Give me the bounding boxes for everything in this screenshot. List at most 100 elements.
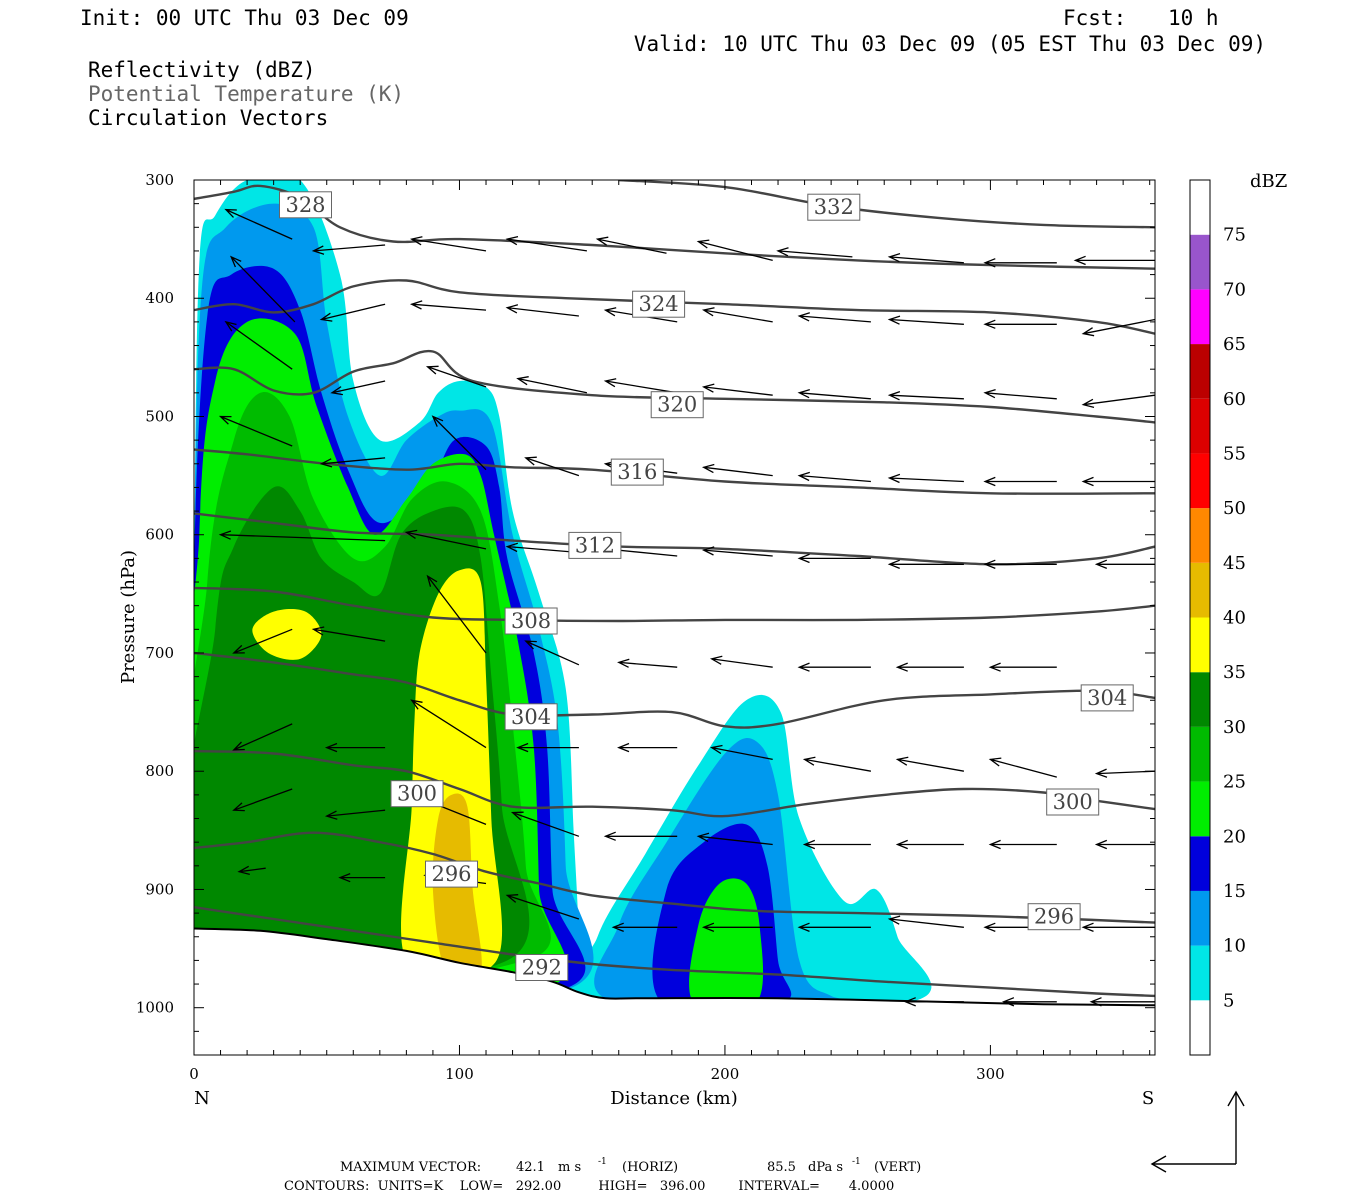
contour-label-320: 320 xyxy=(657,393,697,417)
theta-contour-304 xyxy=(194,651,1155,729)
x-axis-label: Distance (km) xyxy=(610,1088,737,1109)
circulation-vector xyxy=(887,252,964,264)
y-tick-label-800: 800 xyxy=(145,762,174,780)
max-vector-vert-exponent: -1 xyxy=(852,1157,861,1167)
y-tick-label-600: 600 xyxy=(145,526,174,544)
south-end-label: S xyxy=(1142,1088,1154,1109)
legend-potential-temperature: Potential Temperature (K) xyxy=(88,82,404,106)
circulation-vector xyxy=(887,473,964,484)
circulation-vector xyxy=(1081,394,1155,409)
colorbar-label-20: 20 xyxy=(1223,826,1246,847)
circulation-vector xyxy=(696,239,773,262)
circulation-vector xyxy=(237,865,266,876)
circulation-vector xyxy=(701,307,773,323)
y-tick-label-900: 900 xyxy=(145,880,174,898)
contour-label-layer: 328 332 324 320 316 312 308 304 304 300 300 296 296 2… xyxy=(279,191,1134,981)
circulation-vector xyxy=(696,832,773,846)
y-tick-label-300: 300 xyxy=(145,171,174,189)
max-vector-horiz-value: 42.1 xyxy=(516,1160,545,1175)
circulation-vector xyxy=(224,320,293,370)
colorbar-label-70: 70 xyxy=(1223,279,1246,300)
colorbar-swatch-30 xyxy=(1190,672,1210,727)
contour-label-296: 296 xyxy=(431,862,471,886)
circulation-vector xyxy=(797,553,871,564)
reflectivity-region-20dbz-7 xyxy=(689,878,764,1012)
circulation-vector xyxy=(505,235,587,252)
circulation-vector xyxy=(983,559,1057,570)
circulation-vector xyxy=(797,471,871,483)
colorbar-swatch-25 xyxy=(1190,726,1210,782)
colorbar-swatch-45 xyxy=(1190,508,1210,563)
circulation-vector xyxy=(776,247,853,258)
circulation-vector xyxy=(410,699,487,749)
contour-label-box xyxy=(610,458,664,486)
colorbar-swatch-40 xyxy=(1190,562,1210,618)
circulation-vector xyxy=(983,319,1057,329)
circulation-vector xyxy=(324,809,386,820)
contour-label-box xyxy=(650,391,704,419)
colorbar-swatch-10 xyxy=(1190,890,1210,946)
legend-reflectivity: Reflectivity (dBZ) xyxy=(88,58,316,82)
circulation-vector xyxy=(983,258,1057,268)
circulation-vector xyxy=(797,312,871,323)
colorbar: 5 10 15 20 25 30 35 40 45 50 55 60 65 70 75 xyxy=(1189,179,1246,1056)
colorbar-label-50: 50 xyxy=(1223,498,1246,519)
circulation-vector xyxy=(988,757,1057,778)
max-vector-label: MAXIMUM VECTOR: xyxy=(340,1160,481,1175)
colorbar-swatch-55 xyxy=(1190,398,1210,454)
reference-vector-icon xyxy=(1150,1090,1245,1173)
circulation-vector xyxy=(701,383,773,396)
max-vector-vert-value: 85.5 xyxy=(767,1160,796,1175)
circulation-vector xyxy=(1094,839,1155,850)
contour-label-box xyxy=(390,780,444,808)
contour-label-328: 328 xyxy=(285,193,325,217)
contour-label-304: 304 xyxy=(511,705,551,729)
plot-frame xyxy=(193,179,1156,1056)
circulation-vector xyxy=(895,756,965,772)
circulation-vector xyxy=(797,388,871,400)
circulation-vector xyxy=(701,463,773,477)
colorbar-swatch-65 xyxy=(1190,289,1210,345)
colorbar-swatch-75 xyxy=(1190,180,1210,235)
circulation-vector xyxy=(988,662,1057,672)
colorbar-swatch-60 xyxy=(1190,344,1210,399)
colorbar-label-10: 10 xyxy=(1223,936,1246,957)
contour-label-292: 292 xyxy=(522,956,562,980)
colorbar-swatch-15 xyxy=(1190,836,1210,891)
max-vector-vert-tag: (VERT) xyxy=(874,1160,921,1175)
circulation-vector xyxy=(524,640,580,666)
circulation-vector xyxy=(887,915,964,928)
circulation-vector xyxy=(425,365,487,388)
contour-label-316: 316 xyxy=(617,460,657,484)
contour-label-312: 312 xyxy=(575,533,615,557)
footer-max-vector: MAXIMUM VECTOR: 42.1 m s -1 (HORIZ) 85.5… xyxy=(340,1157,921,1175)
contour-label-332: 332 xyxy=(814,195,854,219)
theta-contour-332 xyxy=(618,180,1155,229)
y-axis-label: Pressure (hPa) xyxy=(118,550,139,684)
circulation-vector xyxy=(409,300,487,311)
circulation-vector xyxy=(611,922,678,933)
contour-label-box xyxy=(568,531,622,559)
colorbar-label-25: 25 xyxy=(1223,772,1246,793)
circulation-vector xyxy=(709,655,773,668)
circulation-vector xyxy=(524,456,580,477)
circulation-vector xyxy=(983,388,1057,400)
circulation-vector xyxy=(311,626,386,642)
circulation-vector xyxy=(404,529,487,550)
theta-contour-328 xyxy=(194,184,1155,270)
colorbar-label-45: 45 xyxy=(1223,553,1246,574)
y-tick-label-1000: 1000 xyxy=(136,999,174,1017)
circulation-vector xyxy=(988,839,1057,850)
colorbar-swatch-50 xyxy=(1190,453,1210,509)
contour-label-300: 300 xyxy=(1053,790,1093,814)
circulation-vector xyxy=(701,546,773,557)
circulation-vector xyxy=(1094,559,1155,570)
circulation-vector xyxy=(1081,922,1155,933)
below-ground-mask xyxy=(194,928,1155,1055)
colorbar-swatch-70 xyxy=(1190,234,1210,290)
circulation-vector xyxy=(311,244,386,255)
contour-label-box xyxy=(1027,903,1081,931)
max-vector-horiz-unit: m s xyxy=(558,1160,581,1175)
circulation-vector xyxy=(505,894,580,920)
circulation-vector xyxy=(802,756,872,772)
